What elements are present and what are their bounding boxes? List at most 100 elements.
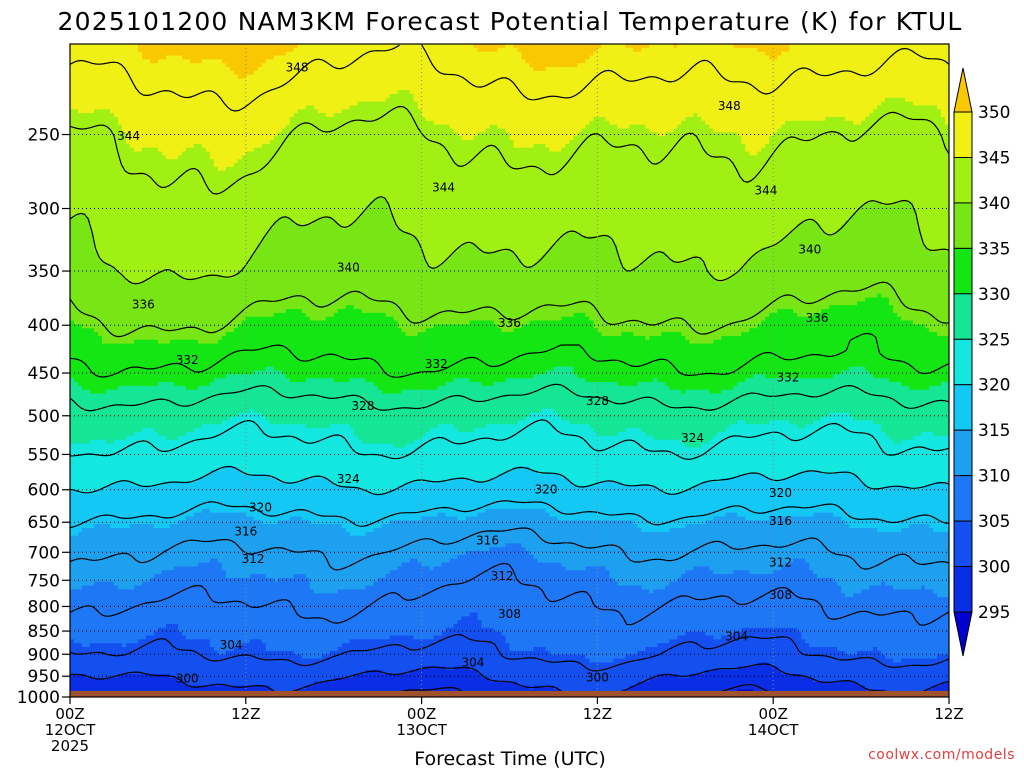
band-cell — [737, 666, 778, 671]
band-cell — [257, 67, 535, 72]
band-cell — [125, 136, 275, 141]
band-cell — [597, 481, 622, 487]
band-cell — [285, 51, 523, 57]
band-cell — [70, 78, 949, 84]
band-cell — [881, 581, 886, 587]
band-cell — [573, 136, 742, 141]
band-cell — [145, 635, 187, 640]
band-cell — [793, 474, 858, 479]
band-cell — [70, 105, 307, 110]
y-tick-label-600: 600 — [28, 481, 60, 501]
band-cell — [665, 585, 842, 591]
band-cell — [105, 439, 115, 445]
band-cell — [769, 516, 842, 521]
band-cell — [593, 51, 766, 57]
band-cell — [909, 385, 930, 391]
band-cell — [593, 428, 626, 433]
band-cell — [381, 524, 638, 529]
band-cell — [70, 59, 151, 64]
contour-label: 320 — [535, 483, 558, 497]
band-cell — [837, 581, 882, 587]
band-cell — [93, 489, 367, 495]
band-cell — [70, 251, 99, 256]
band-cell — [125, 643, 211, 648]
band-cell — [609, 570, 686, 575]
band-cell — [70, 147, 135, 153]
band-cell — [893, 658, 902, 664]
contour-label: 344 — [754, 184, 777, 198]
band-cell — [269, 420, 519, 425]
band-cell — [621, 332, 634, 337]
band-cell — [70, 247, 95, 253]
band-cell — [401, 228, 794, 233]
band-cell — [845, 593, 854, 598]
band-cell — [597, 47, 634, 53]
band-cell — [393, 443, 407, 448]
band-cell — [337, 220, 355, 226]
contour-label: 328 — [586, 394, 609, 408]
band-cell — [557, 516, 714, 521]
contour-line-336 — [70, 281, 949, 338]
band-cell — [157, 147, 187, 153]
colorbar-box — [953, 566, 973, 613]
band-cell — [325, 113, 335, 118]
band-cell — [70, 155, 167, 160]
band-cell — [665, 132, 738, 137]
band-cell — [481, 620, 949, 625]
band-cell — [881, 428, 949, 433]
band-cell — [245, 316, 311, 322]
contour-line-320 — [70, 465, 949, 496]
band-cell — [761, 247, 930, 253]
band-cell — [461, 616, 479, 621]
band-cell — [693, 566, 710, 571]
band-cell — [281, 370, 547, 375]
band-cell — [70, 255, 99, 260]
band-cell — [661, 332, 682, 337]
band-cell — [709, 439, 894, 445]
band-cell — [713, 274, 734, 279]
x-tick-label-0-3: 2025 — [51, 737, 89, 755]
band-cell — [633, 266, 706, 272]
band-cell — [609, 236, 786, 241]
band-cell — [177, 435, 359, 441]
band-cell — [289, 216, 319, 222]
band-cell — [857, 301, 890, 306]
band-cell — [70, 305, 347, 310]
band-cell — [77, 213, 87, 218]
band-cell — [869, 485, 886, 491]
band-cell — [457, 247, 483, 253]
band-cell — [565, 143, 746, 149]
band-cell — [729, 424, 798, 429]
band-cell — [245, 151, 750, 156]
band-cell — [389, 570, 610, 575]
band-cell — [761, 320, 914, 325]
band-cell — [701, 116, 826, 122]
band-cell — [237, 412, 263, 418]
band-cell — [733, 44, 790, 49]
band-cell — [625, 428, 642, 433]
band-cell — [70, 431, 135, 437]
band-cell — [549, 650, 638, 656]
band-cell — [70, 67, 231, 72]
band-cell — [70, 401, 949, 406]
band-cell — [933, 527, 949, 533]
band-cell — [901, 658, 949, 664]
band-cell — [917, 224, 949, 229]
band-cell — [693, 485, 870, 491]
band-cell — [921, 228, 949, 233]
colorbar-label-305: 305 — [978, 512, 1010, 532]
band-cell — [425, 255, 451, 260]
band-cell — [301, 478, 331, 483]
band-cell — [221, 335, 646, 341]
band-cell — [77, 531, 351, 537]
colorbar-box — [953, 202, 973, 249]
band-cell — [649, 589, 654, 594]
band-cell — [765, 474, 794, 479]
band-cell — [333, 216, 359, 222]
band-cell — [509, 132, 579, 137]
band-cell — [529, 412, 559, 418]
band-cell — [889, 301, 949, 306]
band-cell — [869, 113, 942, 118]
band-cell — [553, 685, 630, 690]
band-cell — [625, 44, 650, 49]
